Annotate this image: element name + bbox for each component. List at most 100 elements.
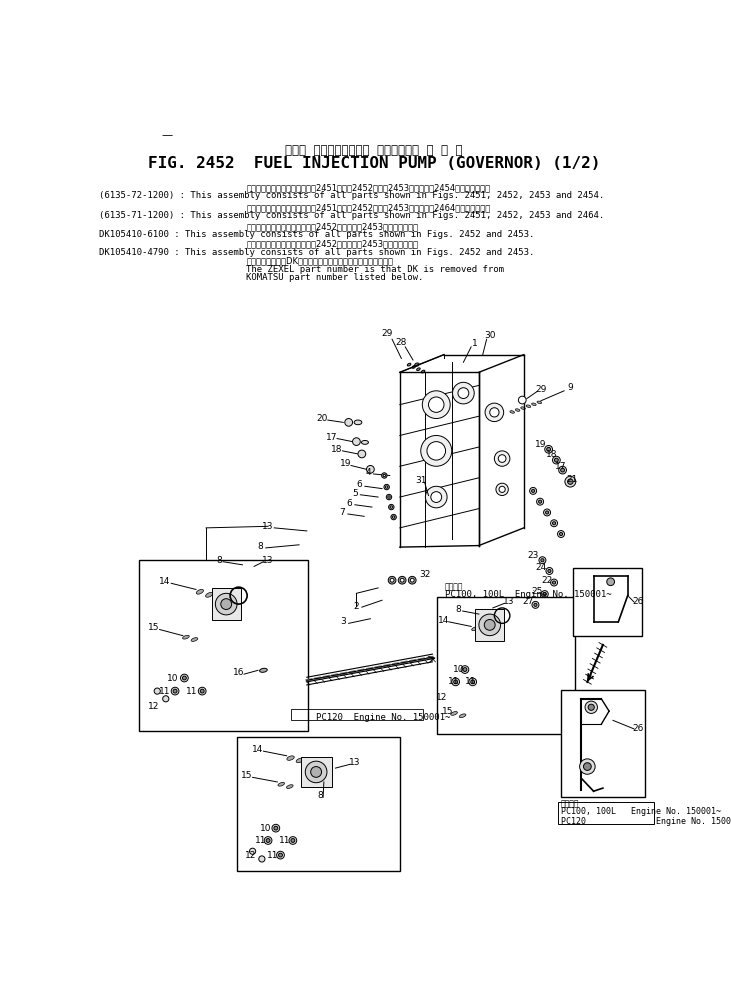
Circle shape <box>291 838 295 842</box>
Circle shape <box>410 578 414 582</box>
Text: 26: 26 <box>633 597 644 606</box>
Text: DK105410-6100 : This assembly consists of all parts shown in Figs. 2452 and 2453: DK105410-6100 : This assembly consists o… <box>99 230 534 239</box>
Text: このアセンブリの構成部品は第2452図および第2453図を含みます．: このアセンブリの構成部品は第2452図および第2453図を含みます． <box>246 240 419 249</box>
Circle shape <box>198 688 206 695</box>
Bar <box>140 560 308 732</box>
Circle shape <box>163 696 169 702</box>
Text: 6: 6 <box>346 499 352 508</box>
Bar <box>558 802 654 823</box>
Bar <box>573 568 642 636</box>
Circle shape <box>264 836 272 844</box>
Text: 32: 32 <box>419 570 431 579</box>
Circle shape <box>547 447 550 451</box>
Bar <box>292 709 423 720</box>
Text: KOMATSU part number listed below.: KOMATSU part number listed below. <box>246 273 424 282</box>
Circle shape <box>539 500 542 503</box>
Ellipse shape <box>471 627 478 631</box>
Text: 22: 22 <box>542 576 553 585</box>
Text: 15: 15 <box>442 707 454 716</box>
Circle shape <box>469 678 477 686</box>
Circle shape <box>532 602 539 609</box>
Text: 10: 10 <box>167 674 178 683</box>
Bar <box>437 597 575 735</box>
Bar <box>211 588 241 621</box>
Text: このアセンブリの構成部品は第2451図、第2452図、第2453図および第2464図を含みます．: このアセンブリの構成部品は第2451図、第2452図、第2453図および第246… <box>246 203 491 212</box>
Circle shape <box>289 836 297 844</box>
Text: 27: 27 <box>522 597 534 606</box>
Circle shape <box>541 591 548 598</box>
Ellipse shape <box>520 407 526 409</box>
Text: 2: 2 <box>354 602 359 611</box>
Text: 26: 26 <box>633 724 644 733</box>
Circle shape <box>216 593 237 615</box>
Circle shape <box>259 856 265 862</box>
Ellipse shape <box>354 420 362 425</box>
Text: 14: 14 <box>438 616 449 625</box>
Circle shape <box>485 403 504 421</box>
Circle shape <box>545 511 549 514</box>
Circle shape <box>181 675 189 682</box>
Text: 24: 24 <box>535 564 547 573</box>
Circle shape <box>388 577 396 584</box>
Ellipse shape <box>526 405 531 407</box>
Text: このアセンブリの構成部品は第2451図、第2452図、第2453図および第2454図を含みます．: このアセンブリの構成部品は第2451図、第2452図、第2453図および第245… <box>246 183 491 192</box>
Circle shape <box>454 680 458 684</box>
Circle shape <box>534 604 537 607</box>
Ellipse shape <box>260 669 268 673</box>
Text: このアセンブリの構成部品は第2452図および第2453図を含みます．: このアセンブリの構成部品は第2452図および第2453図を含みます． <box>246 223 419 232</box>
Ellipse shape <box>183 636 189 639</box>
Text: 18: 18 <box>546 450 558 459</box>
Text: 13: 13 <box>262 556 274 565</box>
Text: 8: 8 <box>455 605 461 614</box>
Text: 23: 23 <box>528 551 539 560</box>
Text: 品番のメーカ記号DKを取り除いたものがゼクセルの品番です．: 品番のメーカ記号DKを取り除いたものがゼクセルの品番です． <box>246 256 393 265</box>
Text: DK105410-4790 : This assembly consists of all parts shown in Figs. 2452 and 2453: DK105410-4790 : This assembly consists o… <box>99 248 534 256</box>
Ellipse shape <box>531 403 536 405</box>
Text: 11: 11 <box>254 836 266 845</box>
Circle shape <box>386 494 392 500</box>
Text: 12: 12 <box>436 693 447 702</box>
Text: 6: 6 <box>357 480 363 489</box>
Text: (6135-72-1200) : This assembly consists of all parts shown in Figs. 2451, 2452, : (6135-72-1200) : This assembly consists … <box>99 192 605 201</box>
Circle shape <box>171 688 179 695</box>
Text: 9: 9 <box>567 383 573 392</box>
Ellipse shape <box>296 758 303 762</box>
Circle shape <box>221 599 232 610</box>
Text: 15: 15 <box>240 771 252 780</box>
Circle shape <box>550 579 558 586</box>
Circle shape <box>183 676 186 680</box>
Text: PC120  Engine No. 150001~: PC120 Engine No. 150001~ <box>316 713 450 722</box>
Circle shape <box>471 680 474 684</box>
Ellipse shape <box>287 784 293 788</box>
Text: 11: 11 <box>159 687 171 696</box>
Circle shape <box>553 456 560 464</box>
Text: The ZEXEL part number is that DK is removed from: The ZEXEL part number is that DK is remo… <box>246 265 504 274</box>
Circle shape <box>565 476 576 487</box>
Ellipse shape <box>421 370 425 373</box>
Circle shape <box>427 442 446 460</box>
Text: 12: 12 <box>246 850 257 859</box>
Ellipse shape <box>205 593 213 597</box>
Circle shape <box>358 450 366 458</box>
Circle shape <box>311 766 322 777</box>
Circle shape <box>530 487 537 494</box>
Circle shape <box>398 577 406 584</box>
Circle shape <box>366 465 374 473</box>
Circle shape <box>266 838 270 842</box>
Circle shape <box>391 514 396 520</box>
Ellipse shape <box>417 368 420 370</box>
Circle shape <box>567 479 573 484</box>
Text: 11: 11 <box>267 850 279 859</box>
Text: 13: 13 <box>503 597 514 606</box>
Circle shape <box>382 473 387 478</box>
Text: (6135-71-1200) : This assembly consists of all parts shown in Figs. 2451, 2452, : (6135-71-1200) : This assembly consists … <box>99 212 605 221</box>
Circle shape <box>544 509 550 516</box>
Text: 10: 10 <box>260 823 271 832</box>
Circle shape <box>494 451 510 466</box>
Text: PC100, 100L   Engine No. 150001~: PC100, 100L Engine No. 150001~ <box>561 807 721 816</box>
Ellipse shape <box>510 411 515 413</box>
Text: 適用号笪: 適用号笪 <box>561 799 580 808</box>
Circle shape <box>546 568 553 575</box>
Bar <box>300 757 332 786</box>
Circle shape <box>607 578 615 586</box>
